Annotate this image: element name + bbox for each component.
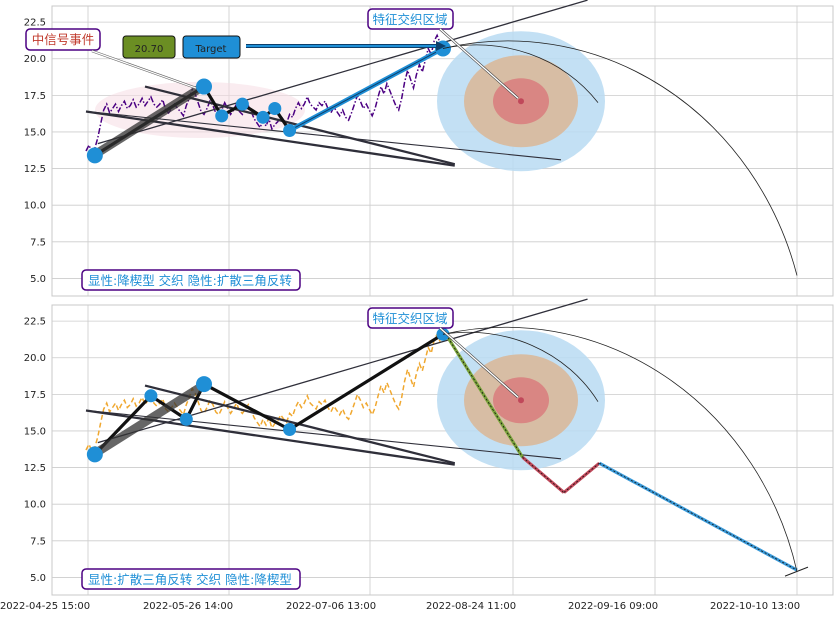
wedge-band (94, 80, 205, 160)
pivot-marker (256, 110, 270, 124)
trend-line-lower (85, 409, 562, 460)
y-tick-label: 15.0 (24, 426, 46, 437)
x-tick-label: 2022-07-06 13:00 (286, 601, 376, 612)
price-badge: 20.70 (135, 44, 164, 55)
zone-label-box (367, 307, 454, 329)
signal-arrow-inner (91, 50, 197, 89)
y-tick-label: 20.0 (24, 353, 46, 364)
y-tick-label: 5.0 (30, 573, 46, 584)
y-tick-label: 20.0 (24, 54, 46, 65)
zone-label: 特征交织区域 (372, 12, 447, 27)
pattern-label: 显性:降楔型 交织 隐性:扩散三角反转 (88, 273, 292, 288)
signal-label: 中信号事件 (32, 32, 95, 47)
y-tick-label: 22.5 (24, 18, 46, 29)
projection-segment (562, 461, 601, 494)
pivot-marker (86, 147, 103, 164)
x-tick-label: 2022-10-10 13:00 (710, 601, 800, 612)
y-tick-label: 5.0 (30, 274, 46, 285)
zone-arrow-inner (439, 28, 519, 99)
pattern-label-box (81, 269, 301, 291)
zone-arrow-inner (439, 327, 519, 398)
projection-arc-small (442, 44, 599, 103)
pattern-label-box (81, 568, 301, 590)
pivot-marker (283, 123, 297, 137)
y-tick-label: 7.5 (30, 536, 46, 547)
x-tick-label: 2022-09-16 09:00 (568, 601, 658, 612)
bottom-panel: 5.0 7.5 10.0 12.5 15.0 17.5 20.0 22.5 特征交织区域显性:扩… (24, 298, 834, 596)
pivot-marker (268, 102, 282, 116)
y-tick-label: 22.5 (24, 317, 46, 328)
trend-line-upper (97, 298, 588, 444)
y-tick-label: 15.0 (24, 127, 46, 138)
signal-label-box (25, 28, 101, 51)
y-tick-label: 12.5 (24, 164, 46, 175)
top-panel: 5.0 7.5 10.0 12.5 15.0 17.5 20.0 22.5 特征交织区域显性:降… (24, 0, 834, 297)
pivot-marker (196, 78, 213, 95)
x-tick-label: 2022-05-26 14:00 (143, 601, 233, 612)
projection-dash (522, 457, 565, 493)
zone-center-dot (518, 397, 524, 404)
price-badge-box (122, 35, 176, 59)
trend-line-lower (85, 110, 562, 161)
pivot-marker (86, 446, 103, 463)
projection-dash (599, 462, 798, 571)
projection-arc-small (442, 331, 599, 402)
target-ray-core (289, 48, 444, 131)
zone-label-box (367, 8, 454, 30)
pivot-marker (215, 109, 229, 123)
y-tick-label: 17.5 (24, 390, 46, 401)
pivot-marker (144, 389, 158, 403)
pivot-marker (179, 412, 193, 426)
pivot-marker (283, 422, 297, 436)
projection-dash (445, 334, 523, 458)
y-tick-label: 10.0 (24, 201, 46, 212)
projection-tick (784, 566, 809, 577)
y-tick-label: 10.0 (24, 500, 46, 511)
y-tick-label: 17.5 (24, 91, 46, 102)
plot-frame (51, 304, 834, 596)
pattern-label: 显性:扩散三角反转 交织 隐性:降楔型 (88, 572, 292, 587)
target-badge-box (182, 35, 241, 59)
zone-label: 特征交织区域 (372, 311, 447, 326)
zone-center-dot (518, 98, 524, 105)
wedge-band (94, 379, 205, 459)
x-tick-label: 2022-04-25 15:00 (0, 601, 90, 612)
trend-line-upper (97, 0, 588, 145)
x-tick-label: 2022-08-24 11:00 (426, 601, 516, 612)
y-tick-label: 7.5 (30, 237, 46, 248)
target-arrow-head (436, 41, 446, 51)
y-tick-label: 12.5 (24, 463, 46, 474)
projection-arc (442, 40, 798, 276)
target-badge: Target (195, 44, 227, 55)
projection-arc (442, 326, 798, 572)
pivot-marker (196, 376, 213, 393)
zigzag-path (93, 332, 444, 456)
pivot-marker (235, 97, 249, 111)
